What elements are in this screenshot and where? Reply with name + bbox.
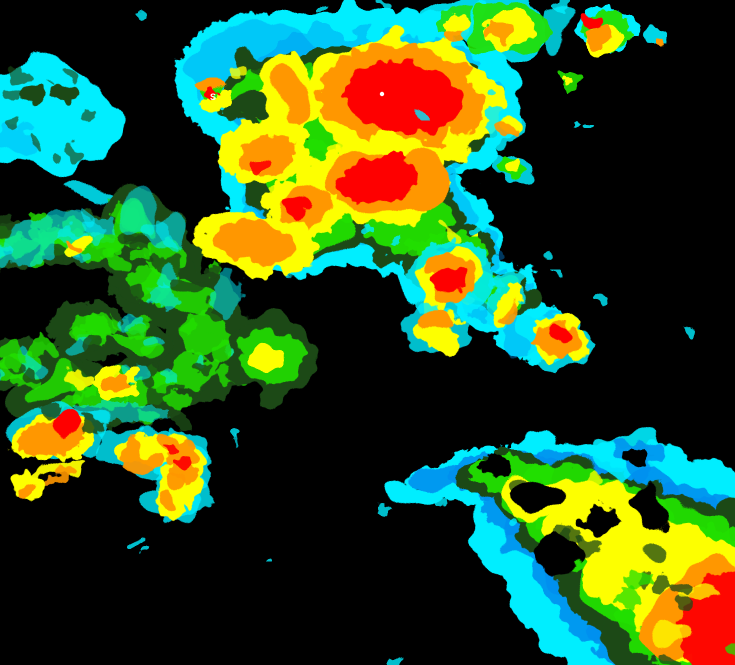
svg-text:S: S: [210, 92, 216, 102]
